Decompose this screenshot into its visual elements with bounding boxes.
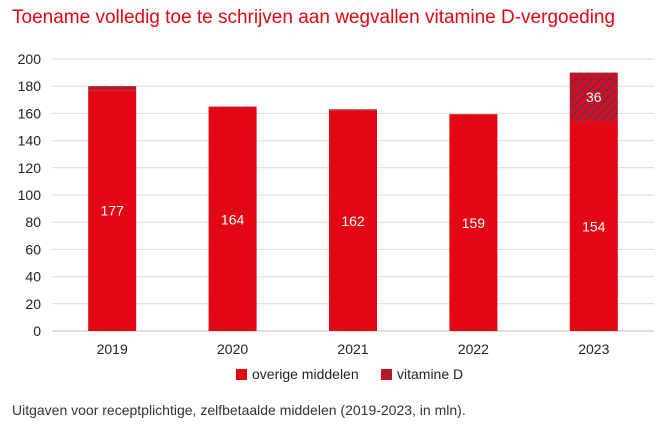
legend-label-overige: overige middelen [252,366,359,382]
bar-vitamine-d [208,106,257,108]
x-tick-label: 2022 [458,341,489,357]
gridlines: 0 20 40 60 80 100 120 140 160 180 200 [18,51,654,339]
y-tick-label: 100 [18,187,42,203]
bar-overige-middelen [329,110,377,332]
bar-overige-middelen [88,90,137,331]
y-tick-label: 120 [18,160,42,176]
data-label-overige: 154 [582,218,606,234]
data-label-overige: 177 [101,203,125,219]
y-tick-label: 80 [25,214,41,230]
data-label-overige: 162 [341,213,365,229]
x-tick-label: 2019 [97,341,128,357]
y-tick-label: 0 [33,323,41,339]
bar-vitamine-d [329,109,377,111]
y-tick-label: 40 [25,269,41,285]
bar-vitamine-d [88,86,137,91]
y-tick-label: 200 [18,51,42,67]
x-tick-label: 2021 [337,341,368,357]
bar-vitamine-d [449,114,498,115]
bar-overige-middelen [569,121,618,331]
data-label-vitamine-d: 36 [586,89,602,105]
data-label-overige: 159 [462,215,486,231]
chart-title: Toename volledig toe te schrijven aan we… [12,7,616,28]
x-tick-label: 2020 [217,341,248,357]
bar-overige-middelen [208,107,257,332]
bar-vitamine-d [569,72,618,122]
y-tick-label: 60 [25,241,41,257]
legend-swatch-vitamine-d [381,369,392,380]
y-tick-label: 180 [18,78,42,94]
y-tick-label: 160 [18,105,42,121]
y-tick-label: 140 [18,133,42,149]
x-tick-label: 2023 [578,341,609,357]
data-label-overige: 164 [221,211,245,227]
legend: overige middelen vitamine D [236,366,463,382]
bar-overige-middelen [449,114,498,331]
x-axis: 2019 2020 2021 2022 2023 [97,341,610,357]
legend-swatch-overige [236,369,247,380]
legend-label-vitamine-d: vitamine D [397,366,463,382]
y-tick-label: 20 [25,296,41,312]
bars: 177 164 162 159 154 36 [88,72,618,332]
chart-caption: Uitgaven voor receptplichtige, zelfbetaa… [12,402,466,418]
